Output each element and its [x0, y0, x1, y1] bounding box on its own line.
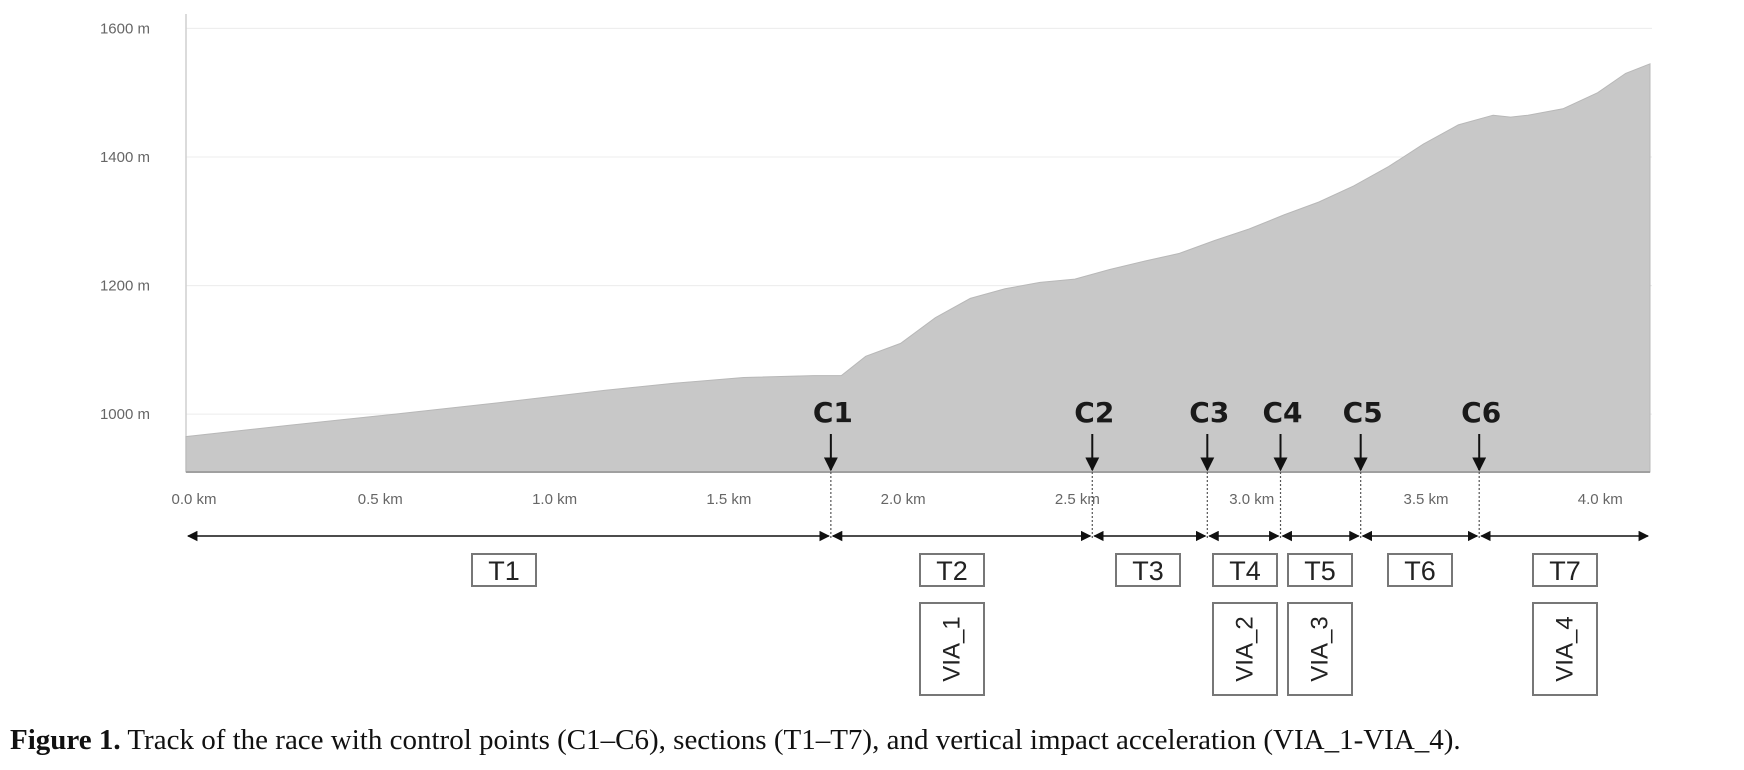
via-label: VIA_3: [1307, 616, 1334, 681]
section-box: [471, 553, 537, 587]
y-tick-label: 1400 m: [100, 149, 150, 166]
control-point-label: C5: [1343, 396, 1383, 429]
section-label: T3: [1132, 556, 1164, 586]
figure-caption: Figure 1. Track of the race with control…: [10, 724, 1740, 757]
x-tick-label: 1.5 km: [706, 491, 751, 508]
section-box: [1115, 553, 1181, 587]
control-point-label: C1: [813, 396, 853, 429]
section-box: [1287, 553, 1353, 587]
section-box: [1212, 553, 1278, 587]
via-box: [1532, 602, 1598, 696]
control-point-label: C3: [1189, 396, 1229, 429]
x-tick-label: 3.0 km: [1229, 491, 1274, 508]
via-box: [1212, 602, 1278, 696]
x-tick-label: 2.5 km: [1055, 491, 1100, 508]
via-label: VIA_2: [1232, 616, 1259, 681]
via-label: VIA_1: [939, 616, 966, 681]
x-tick-label: 4.0 km: [1578, 491, 1623, 508]
via-label: VIA_4: [1552, 616, 1579, 681]
elevation-area: [185, 63, 1651, 473]
control-point-label: C2: [1074, 396, 1114, 429]
caption-text: Track of the race with control points (C…: [120, 724, 1461, 756]
section-label: T4: [1229, 556, 1261, 586]
elevation-profile-chart: 1600 m 1400 m 1200 m 1000 m 0.0 km 0.5 km 1.0 …: [100, 14, 1652, 696]
x-tick-label: 3.5 km: [1403, 491, 1448, 508]
x-tick-label: 0.0 km: [171, 491, 216, 508]
section-box: [1532, 553, 1598, 587]
section-label: T2: [936, 556, 968, 586]
via-box: [1287, 602, 1353, 696]
section-label: T7: [1549, 556, 1581, 586]
y-tick-label: 1200 m: [100, 278, 150, 295]
y-tick-label: 1000 m: [100, 406, 150, 423]
control-point-label: C6: [1461, 396, 1501, 429]
section-box: [919, 553, 985, 587]
control-point-label: C4: [1262, 396, 1302, 429]
section-box: [1387, 553, 1453, 587]
caption-label: Figure 1.: [10, 724, 121, 756]
section-label: T6: [1404, 556, 1436, 586]
section-label: T1: [488, 556, 520, 586]
x-tick-label: 0.5 km: [358, 491, 403, 508]
x-tick-label: 2.0 km: [881, 491, 926, 508]
y-tick-label: 1600 m: [100, 20, 150, 37]
section-label: T5: [1304, 556, 1336, 586]
via-box: [919, 602, 985, 696]
x-tick-label: 1.0 km: [532, 491, 577, 508]
